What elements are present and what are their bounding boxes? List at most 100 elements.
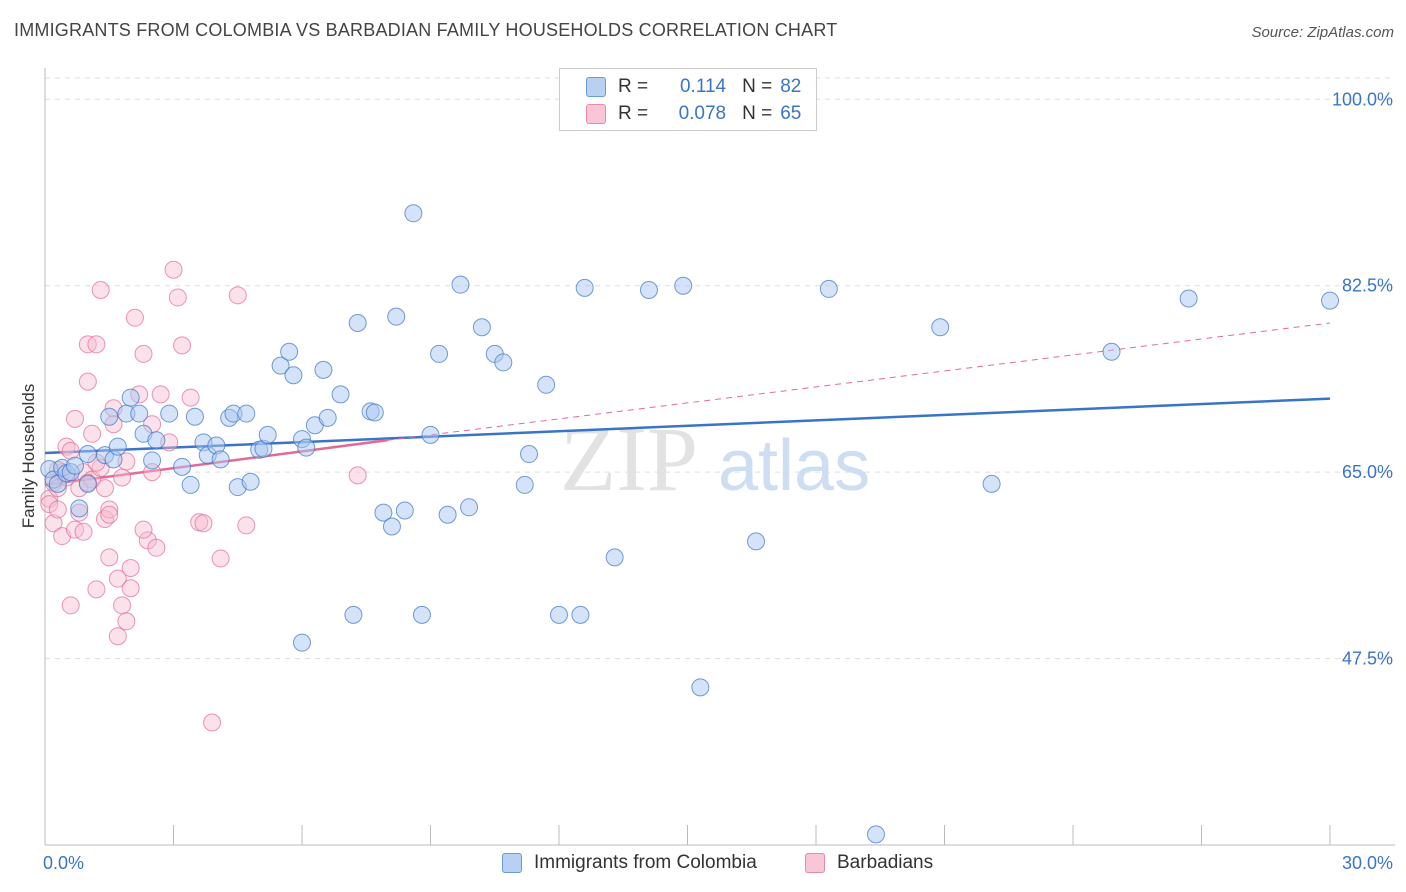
- data-point-barbadians: [40, 495, 59, 514]
- data-point-colombia: [181, 475, 200, 494]
- data-point-barbadians: [121, 579, 140, 598]
- data-point-colombia: [819, 279, 838, 298]
- data-point-colombia: [365, 403, 384, 422]
- data-point-colombia: [185, 407, 204, 426]
- data-point-colombia: [537, 375, 556, 394]
- data-point-colombia: [382, 517, 401, 536]
- data-point-barbadians: [91, 280, 110, 299]
- data-point-colombia: [451, 275, 470, 294]
- data-point-barbadians: [228, 286, 247, 305]
- data-point-barbadians: [168, 288, 187, 307]
- tick-labels: 47.5% 65.0% 82.5% 100.0% 0.0% 30.0%: [43, 89, 1393, 873]
- x-tick-label: 30.0%: [1342, 853, 1393, 873]
- legend-item-barbadians[interactable]: Barbadians: [805, 852, 933, 874]
- data-point-barbadians: [100, 548, 119, 567]
- data-point-colombia: [571, 605, 590, 624]
- data-point-colombia: [472, 318, 491, 337]
- data-point-colombia: [211, 450, 230, 469]
- legend-stats: R = 0.114 N = 82 R = 0.078 N = 65: [559, 68, 817, 131]
- y-tick-label: 82.5%: [1342, 276, 1393, 296]
- data-point-colombia: [395, 501, 414, 520]
- colombia-points: [40, 204, 1339, 844]
- data-point-colombia: [494, 353, 513, 372]
- data-point-barbadians: [87, 580, 106, 599]
- legend-swatch-barbadians: [586, 104, 606, 124]
- y-tick-label: 47.5%: [1342, 649, 1393, 669]
- data-point-colombia: [344, 605, 363, 624]
- legend-n-value: 82: [780, 76, 802, 97]
- data-point-barbadians: [151, 385, 170, 404]
- data-point-colombia: [438, 505, 457, 524]
- data-point-barbadians: [108, 627, 127, 646]
- watermark: ZIP atlas: [560, 408, 870, 510]
- legend-swatch-colombia: [502, 853, 522, 873]
- data-point-colombia: [160, 404, 179, 423]
- data-point-barbadians: [211, 549, 230, 568]
- data-point-barbadians: [125, 308, 144, 327]
- data-point-colombia: [65, 456, 84, 475]
- watermark-zip: ZIP: [560, 408, 698, 510]
- y-axis-label: Family Households: [19, 384, 38, 529]
- data-point-colombia: [293, 633, 311, 652]
- data-point-colombia: [1321, 291, 1339, 310]
- data-point-colombia: [280, 342, 299, 361]
- data-point-barbadians: [164, 260, 183, 279]
- data-point-colombia: [1179, 289, 1198, 308]
- data-point-barbadians: [87, 335, 106, 354]
- data-point-colombia: [100, 407, 119, 426]
- data-point-barbadians: [108, 569, 127, 588]
- data-point-barbadians: [61, 596, 80, 615]
- watermark-atlas: atlas: [718, 426, 870, 506]
- data-point-barbadians: [78, 372, 97, 391]
- legend-row-colombia: R = 0.114 N = 82: [586, 75, 801, 99]
- data-point-barbadians: [48, 500, 67, 519]
- data-point-colombia: [747, 532, 766, 551]
- data-point-colombia: [78, 474, 97, 493]
- data-point-colombia: [271, 356, 290, 375]
- barbadians-points: [40, 260, 367, 732]
- data-point-barbadians: [83, 424, 102, 443]
- legend-label-colombia: Immigrants from Colombia: [534, 852, 757, 873]
- data-point-colombia: [284, 366, 303, 385]
- data-point-colombia: [575, 278, 594, 297]
- data-point-barbadians: [61, 441, 80, 460]
- data-point-colombia: [78, 445, 97, 464]
- x-tick-label: 0.0%: [43, 853, 84, 873]
- legend-r-label: R =: [618, 76, 649, 97]
- data-point-colombia: [550, 605, 568, 624]
- data-point-barbadians: [100, 500, 119, 519]
- data-point-colombia: [387, 307, 406, 326]
- data-point-colombia: [70, 499, 89, 518]
- data-point-barbadians: [134, 344, 153, 363]
- data-point-barbadians: [117, 612, 136, 631]
- data-point-colombia: [421, 425, 440, 444]
- axes: [44, 68, 1395, 846]
- data-point-barbadians: [74, 522, 93, 541]
- data-point-colombia: [460, 498, 479, 517]
- data-point-colombia: [605, 548, 624, 567]
- data-point-colombia: [674, 276, 693, 295]
- y-tick-label: 100.0%: [1332, 89, 1393, 109]
- data-point-barbadians: [95, 479, 114, 498]
- data-point-barbadians: [348, 466, 367, 485]
- legend-n-value: 65: [780, 103, 802, 124]
- data-point-barbadians: [134, 520, 153, 539]
- legend-n-label: N =: [742, 76, 773, 97]
- data-point-colombia: [147, 431, 166, 450]
- data-point-colombia: [241, 472, 260, 491]
- data-point-barbadians: [100, 505, 119, 524]
- data-point-colombia: [1102, 342, 1121, 361]
- chart-title: IMMIGRANTS FROM COLOMBIA VS BARBADIAN FA…: [14, 20, 838, 40]
- data-point-colombia: [515, 475, 534, 494]
- legend-row-barbadians: R = 0.078 N = 65: [586, 102, 801, 126]
- data-point-colombia: [318, 408, 337, 427]
- data-point-barbadians: [147, 538, 166, 557]
- data-point-colombia: [331, 385, 350, 404]
- legend-r-label: R =: [618, 103, 649, 124]
- data-point-colombia: [121, 388, 140, 407]
- data-point-colombia: [374, 503, 393, 522]
- legend-r-value: 0.114: [679, 76, 727, 97]
- data-point-colombia: [866, 825, 885, 844]
- legend-item-colombia[interactable]: Immigrants from Colombia: [502, 852, 757, 874]
- data-point-colombia: [314, 360, 333, 379]
